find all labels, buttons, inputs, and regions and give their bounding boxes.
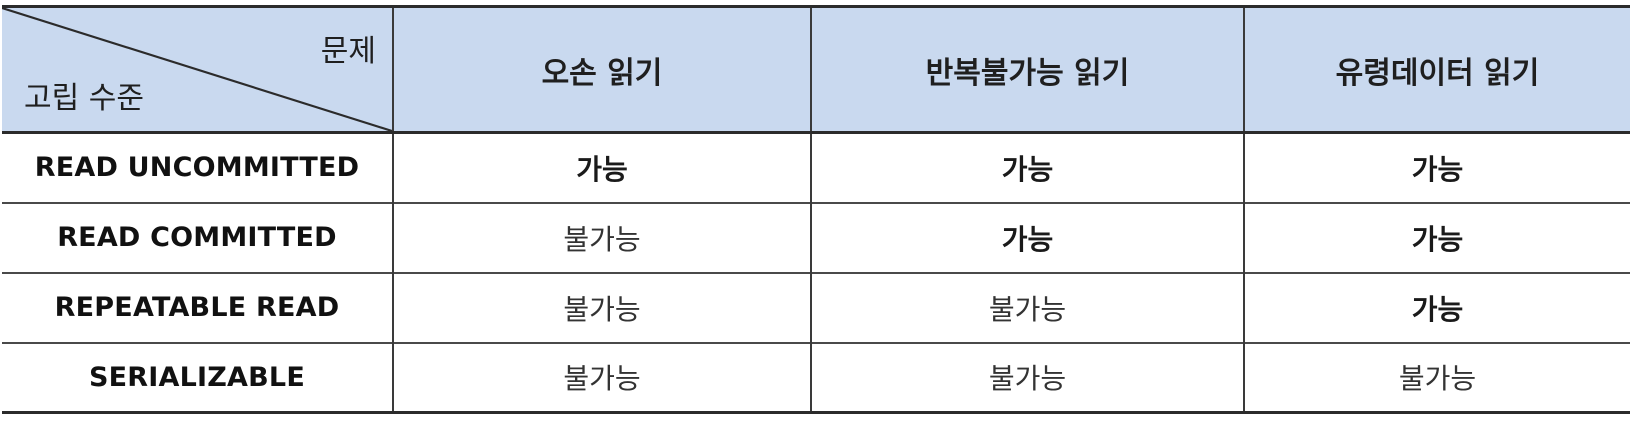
diagonal-divider (2, 8, 391, 131)
table-cell: 불가능 (1243, 342, 1630, 413)
corner-header-cell: 문제 고립 수준 (2, 6, 394, 133)
table-cell: 가능 (392, 132, 812, 203)
table-cell: 가능 (1243, 132, 1630, 203)
column-header-non-repeatable-read: 반복불가능 읽기 (810, 6, 1245, 133)
table-cell: 가능 (810, 132, 1245, 203)
table-row: SERIALIZABLE 불가능 불가능 불가능 (2, 342, 1630, 413)
row-label-serializable: SERIALIZABLE (2, 342, 394, 413)
column-header-dirty-read: 오손 읽기 (392, 6, 812, 133)
table-header: 문제 고립 수준 오손 읽기 반복불가능 읽기 유령데이터 읽기 (2, 6, 1630, 133)
table-cell: 불가능 (392, 202, 812, 273)
table-row: READ UNCOMMITTED 가능 가능 가능 (2, 132, 1630, 203)
row-label-read-uncommitted: READ UNCOMMITTED (2, 132, 394, 203)
table-cell: 가능 (1243, 202, 1630, 273)
row-label-read-committed: READ COMMITTED (2, 202, 394, 273)
header-row: 문제 고립 수준 오손 읽기 반복불가능 읽기 유령데이터 읽기 (2, 6, 1630, 133)
table-cell: 불가능 (810, 272, 1245, 343)
row-label-repeatable-read: REPEATABLE READ (2, 272, 394, 343)
table-cell: 가능 (810, 202, 1245, 273)
table-cell: 가능 (1243, 272, 1630, 343)
isolation-level-table: 문제 고립 수준 오손 읽기 반복불가능 읽기 유령데이터 읽기 READ UN… (2, 5, 1630, 414)
column-header-phantom-read: 유령데이터 읽기 (1243, 6, 1630, 133)
table-body: READ UNCOMMITTED 가능 가능 가능 READ COMMITTED… (2, 132, 1630, 413)
table-cell: 불가능 (810, 342, 1245, 413)
corner-isolation-level-label: 고립 수준 (24, 81, 144, 116)
table-cell: 불가능 (392, 272, 812, 343)
table-cell: 불가능 (392, 342, 812, 413)
corner-problem-label: 문제 (320, 34, 376, 69)
table-row: REPEATABLE READ 불가능 불가능 가능 (2, 272, 1630, 343)
table-row: READ COMMITTED 불가능 가능 가능 (2, 202, 1630, 273)
